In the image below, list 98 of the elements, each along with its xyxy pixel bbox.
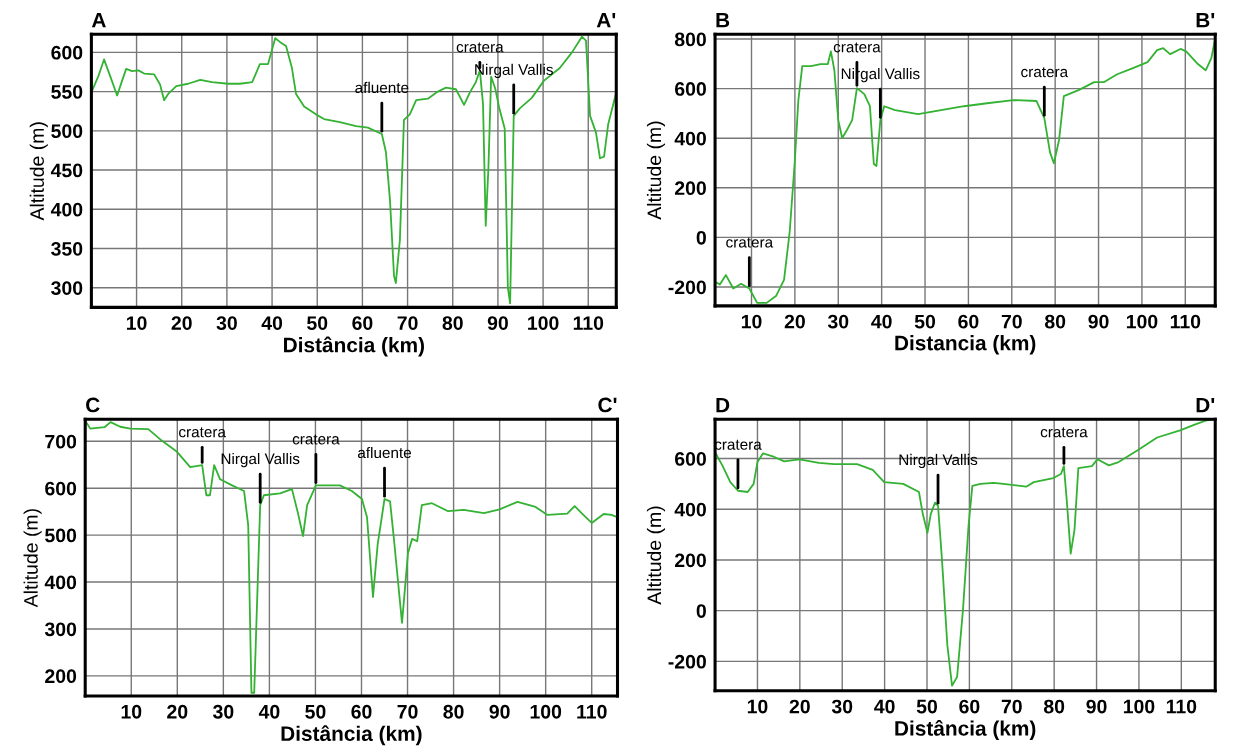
x-tick-label: 50 xyxy=(916,699,938,714)
annotation: Nirgal Vallis xyxy=(899,453,978,469)
x-axis-title: Distancia (km) xyxy=(895,335,1036,355)
x-tick-label: 40 xyxy=(258,704,280,719)
x-tick-label: 80 xyxy=(443,704,464,719)
y-tick-label: 500 xyxy=(45,528,77,543)
y-tick-label: 600 xyxy=(675,452,706,466)
x-tick-label: 60 xyxy=(958,314,979,329)
line-series xyxy=(91,35,617,305)
y-tick-label: 700 xyxy=(45,434,77,449)
x-tick-label: 90 xyxy=(489,704,510,719)
x-tick-label: 90 xyxy=(1086,699,1107,714)
x-tick-label: 90 xyxy=(1088,314,1109,329)
x-tick-label: 60 xyxy=(352,316,373,330)
y-axis-title: Altitude (m) xyxy=(29,122,48,221)
y-tick-label: 600 xyxy=(45,481,77,496)
y-tick-label: 400 xyxy=(674,502,706,517)
x-tick-label: 10 xyxy=(747,699,768,714)
annotation: cratera xyxy=(726,237,774,248)
x-tick-label: 30 xyxy=(212,704,234,719)
y-tick-label: 200 xyxy=(674,553,706,568)
y-tick-label: 0 xyxy=(696,230,706,245)
y-tick-label: -200 xyxy=(668,280,706,295)
y-tick-label: 500 xyxy=(51,124,83,139)
x-tick-label: 50 xyxy=(307,316,328,330)
x-tick-label: 20 xyxy=(789,699,810,714)
text: D' xyxy=(1196,397,1215,413)
annotation: cratera xyxy=(1040,427,1088,438)
x-tick-label: 50 xyxy=(305,704,326,719)
y-tick-label: 400 xyxy=(50,202,83,217)
x-tick-label: 30 xyxy=(216,316,237,330)
x-tick-label: 40 xyxy=(871,314,892,329)
x-tick-label: 80 xyxy=(1043,699,1065,714)
annotation: Nirgal Vallis xyxy=(475,63,553,79)
text: A' xyxy=(596,12,616,28)
y-tick-label: 200 xyxy=(674,181,706,196)
y-tick-label: 400 xyxy=(674,131,706,146)
annotation: Nirgal Vallis xyxy=(221,452,300,468)
annotation: afluente xyxy=(355,81,409,94)
x-tick-label: 10 xyxy=(121,704,142,719)
x-tick-label: 40 xyxy=(261,316,283,330)
text: C' xyxy=(598,397,617,413)
x-tick-label: 70 xyxy=(397,316,418,330)
x-tick-label: 110 xyxy=(1170,314,1201,329)
x-tick-label: 70 xyxy=(397,704,418,719)
x-tick-label: 100 xyxy=(1123,699,1155,714)
annotation: cratera xyxy=(833,42,881,53)
y-tick-label: -200 xyxy=(668,654,706,669)
text: C xyxy=(86,397,100,413)
x-axis-title: Distância (km) xyxy=(284,336,424,357)
y-tick-label: 600 xyxy=(51,45,83,60)
y-axis-title: Altitude (m) xyxy=(646,506,666,605)
y-tick-label: 400 xyxy=(44,575,77,590)
x-tick-label: 20 xyxy=(784,314,805,329)
y-axis-title: Altitude (m) xyxy=(23,509,42,608)
annotation: afluente xyxy=(357,446,412,459)
x-tick-label: 70 xyxy=(1001,314,1022,329)
x-tick-label: 110 xyxy=(577,704,607,719)
annotation: cratera xyxy=(456,42,504,53)
x-tick-label: 60 xyxy=(351,704,372,719)
y-axis-title: Altitude (m) xyxy=(646,121,666,220)
y-tick-label: 450 xyxy=(50,163,83,178)
x-tick-label: 60 xyxy=(959,699,980,714)
x-tick-label: 100 xyxy=(528,316,559,330)
y-tick-label: 300 xyxy=(51,281,83,295)
x-tick-label: 100 xyxy=(1126,314,1158,329)
y-tick-label: 300 xyxy=(44,622,77,637)
x-tick-label: 100 xyxy=(530,704,562,719)
x-tick-label: 80 xyxy=(1044,314,1066,329)
x-tick-label: 20 xyxy=(167,704,188,719)
y-tick-label: 550 xyxy=(51,85,83,99)
text: B xyxy=(716,12,730,28)
annotation: cratera xyxy=(1021,67,1069,78)
x-tick-label: 80 xyxy=(442,316,463,330)
annotation: cratera xyxy=(179,427,226,438)
x-tick-label: 110 xyxy=(1166,699,1197,714)
x-axis-title: Distância (km) xyxy=(895,720,1036,740)
x-tick-label: 30 xyxy=(827,314,849,329)
y-tick-label: 800 xyxy=(674,32,706,47)
x-axis-title: Distância (km) xyxy=(281,725,422,746)
text: B' xyxy=(1196,12,1215,28)
x-tick-label: 40 xyxy=(874,699,895,714)
x-tick-label: 20 xyxy=(171,316,192,330)
x-tick-label: 70 xyxy=(1001,699,1022,714)
x-tick-label: 50 xyxy=(914,314,936,329)
x-tick-label: 10 xyxy=(741,314,762,329)
x-tick-label: 30 xyxy=(831,699,853,714)
text: D xyxy=(716,397,730,413)
y-tick-label: 0 xyxy=(696,604,706,618)
y-tick-label: 600 xyxy=(675,82,706,96)
annotation: cratera xyxy=(292,434,340,445)
line-series xyxy=(85,419,618,694)
x-tick-label: 90 xyxy=(487,316,508,330)
y-tick-label: 200 xyxy=(45,669,77,684)
text: A xyxy=(91,12,106,28)
x-tick-label: 10 xyxy=(126,316,147,330)
x-tick-label: 110 xyxy=(573,316,604,330)
y-tick-label: 350 xyxy=(51,241,83,256)
